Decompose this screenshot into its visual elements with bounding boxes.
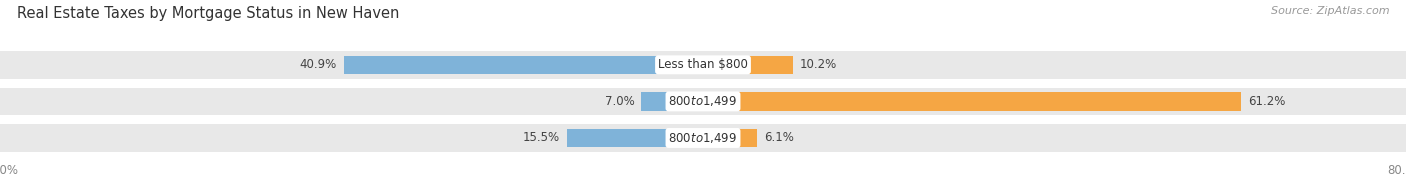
- Text: Real Estate Taxes by Mortgage Status in New Haven: Real Estate Taxes by Mortgage Status in …: [17, 6, 399, 21]
- Bar: [641, 92, 703, 111]
- Bar: [0, 124, 1406, 152]
- Text: 61.2%: 61.2%: [1249, 95, 1285, 108]
- Bar: [703, 56, 793, 74]
- Text: Less than $800: Less than $800: [658, 58, 748, 71]
- Bar: [567, 129, 703, 147]
- Text: 10.2%: 10.2%: [800, 58, 837, 71]
- Text: 40.9%: 40.9%: [299, 58, 336, 71]
- Bar: [703, 92, 1241, 111]
- Legend: Without Mortgage, With Mortgage: Without Mortgage, With Mortgage: [572, 192, 834, 195]
- Bar: [0, 51, 1406, 79]
- Bar: [0, 88, 1406, 115]
- Bar: [703, 129, 756, 147]
- Text: 15.5%: 15.5%: [523, 131, 560, 144]
- Text: Source: ZipAtlas.com: Source: ZipAtlas.com: [1271, 6, 1389, 16]
- Text: $800 to $1,499: $800 to $1,499: [668, 94, 738, 108]
- Text: $800 to $1,499: $800 to $1,499: [668, 131, 738, 145]
- Text: 7.0%: 7.0%: [605, 95, 634, 108]
- Bar: [343, 56, 703, 74]
- Text: 6.1%: 6.1%: [763, 131, 793, 144]
